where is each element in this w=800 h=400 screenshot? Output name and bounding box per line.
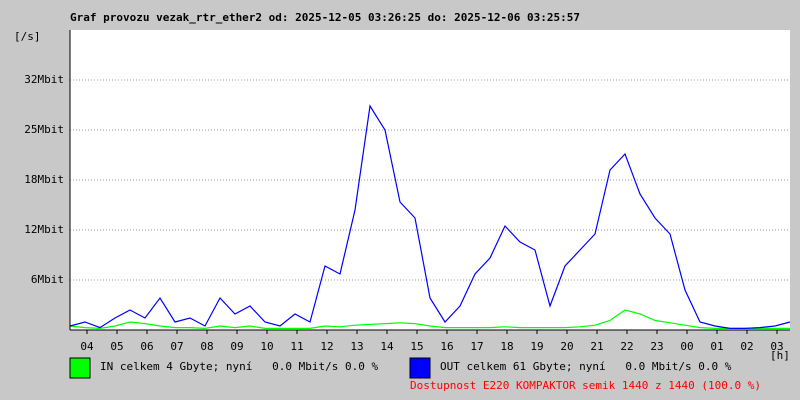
y-tick-label: 6Mbit (31, 273, 64, 286)
y-tick-label: 12Mbit (24, 223, 64, 236)
legend-swatch (69, 357, 91, 379)
x-tick-label: 12 (320, 340, 333, 353)
x-tick-label: 23 (650, 340, 663, 353)
y-tick-label: 32Mbit (24, 73, 64, 86)
x-tick-label: 10 (260, 340, 273, 353)
x-tick-label: 00 (680, 340, 693, 353)
chart-title: Graf provozu vezak_rtr_ether2 od: 2025-1… (70, 11, 580, 24)
x-tick-label: 18 (500, 340, 513, 353)
series-line (69, 309, 790, 330)
x-tick-label: 22 (620, 340, 633, 353)
x-tick-label: 01 (710, 340, 723, 353)
x-tick-label: 15 (410, 340, 423, 353)
x-tick-label: 03 (770, 340, 783, 353)
series-line (69, 104, 791, 329)
x-tick-label: 20 (560, 340, 573, 353)
x-tick-label: 08 (200, 340, 213, 353)
x-tick-label: 05 (110, 340, 123, 353)
x-tick-label: 14 (380, 340, 394, 353)
x-tick-label: 19 (530, 340, 543, 353)
availability-note: Dostupnost E220 KOMPAKTOR semik 1440 z 1… (410, 379, 761, 392)
x-tick-label: 11 (290, 340, 303, 353)
x-tick-label: 09 (230, 340, 243, 353)
x-tick-label: 04 (80, 340, 94, 353)
x-tick-label: 17 (470, 340, 483, 353)
x-tick-label: 13 (350, 340, 363, 353)
y-tick-label: 18Mbit (24, 173, 64, 186)
legend-label: OUT celkem 61 Gbyte; nyní 0.0 Mbit/s 0.0… (440, 360, 732, 373)
x-tick-label: 06 (140, 340, 153, 353)
y-axis-unit: [/s] (14, 30, 41, 43)
legend-swatch (409, 357, 431, 379)
y-tick-label: 25Mbit (24, 123, 64, 136)
x-tick-label: 21 (590, 340, 603, 353)
x-tick-label: 16 (440, 340, 453, 353)
x-axis-unit: [h] (770, 349, 790, 362)
legend-label: IN celkem 4 Gbyte; nyní 0.0 Mbit/s 0.0 % (100, 360, 379, 373)
x-tick-label: 02 (740, 340, 753, 353)
x-tick-label: 07 (170, 340, 183, 353)
